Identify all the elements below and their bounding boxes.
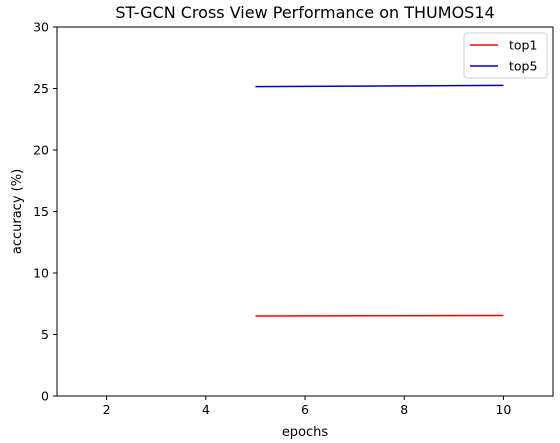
legend-label-top5: top5: [509, 59, 537, 74]
chart-title: ST-GCN Cross View Performance on THUMOS1…: [115, 3, 494, 22]
y-tick-label: 25: [33, 81, 49, 96]
x-tick-label: 10: [495, 402, 511, 417]
y-tick-label: 30: [33, 20, 49, 35]
x-axis: 2 4 6 8 10: [103, 396, 511, 417]
legend: top1 top5: [463, 32, 548, 79]
series-line-top1: [255, 314, 504, 317]
y-tick-label: 10: [33, 266, 49, 281]
y-tick-label: 15: [33, 204, 49, 219]
x-tick-label: 8: [400, 402, 408, 417]
y-tick-label: 20: [33, 143, 49, 158]
y-tick-label: 0: [41, 389, 49, 404]
y-axis-label: accuracy (%): [10, 169, 25, 254]
y-axis: 0 5 10 15 20 25 30: [33, 20, 57, 404]
x-tick-label: 4: [202, 402, 210, 417]
series-line-top5: [255, 84, 504, 88]
y-tick-label: 5: [41, 327, 49, 342]
series-lines: [255, 84, 504, 317]
plot-area: [56, 26, 554, 397]
legend-label-top1: top1: [509, 38, 537, 53]
x-tick-label: 2: [103, 402, 111, 417]
x-axis-label: epochs: [282, 425, 329, 440]
x-tick-label: 6: [301, 402, 309, 417]
